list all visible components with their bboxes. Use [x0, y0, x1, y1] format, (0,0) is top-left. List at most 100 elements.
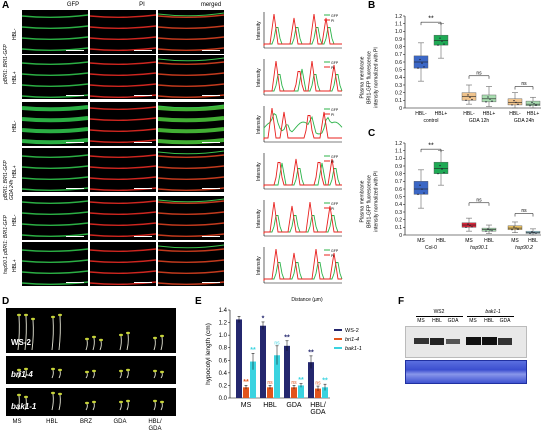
seedling-cotyledon	[160, 370, 164, 374]
scale-bar	[134, 236, 152, 237]
box-body	[507, 225, 523, 230]
seedling-photo-ws2	[6, 308, 176, 353]
seedling-cotyledon	[119, 333, 123, 337]
treatment-label-hbl-gda: HBL/ GDA	[148, 419, 162, 432]
seedling-cotyledon	[17, 368, 21, 372]
y-tick-label: 0.1	[395, 98, 402, 104]
cell-wall-line	[158, 105, 224, 112]
scale-bar	[202, 50, 220, 51]
seedling-hypocotyl	[153, 338, 156, 351]
band-5	[482, 337, 497, 345]
seedling-hypocotyl	[92, 402, 95, 411]
band-1	[414, 338, 429, 344]
x-category-label: MS	[241, 402, 252, 409]
cell-wall-line	[22, 233, 88, 237]
y-tick-label: 1.1	[395, 148, 402, 154]
box-1	[413, 169, 429, 209]
micrograph-r2-c2	[90, 55, 156, 99]
legend-gfp-label: GFP	[331, 249, 339, 253]
cell-wall-line	[158, 176, 224, 180]
scale-bar	[66, 188, 84, 189]
row-label-4: HBL+	[12, 165, 18, 178]
x-category-label: GDA	[286, 402, 302, 409]
y-tick-label: 1.4	[219, 308, 228, 314]
cell-wall-line	[90, 36, 156, 40]
micrograph-lines	[22, 61, 88, 98]
seedling-hypocotyl	[51, 317, 54, 351]
box-5	[507, 221, 523, 233]
col-header-merged: merged	[200, 2, 222, 8]
cell-wall-line	[22, 176, 88, 180]
seedling-hypocotyl	[160, 336, 163, 351]
lane-label-5: HBL	[484, 318, 494, 324]
cell-wall-line	[22, 83, 88, 87]
data-point	[421, 62, 423, 64]
data-point	[419, 58, 421, 61]
data-point	[443, 171, 445, 174]
y-axis-label: hypocotyl length (cm)	[205, 323, 212, 385]
cell-wall-line	[158, 61, 224, 65]
legend-pi-label: PI	[331, 113, 334, 117]
cell-wall-line	[158, 154, 224, 158]
cell-wall-line	[22, 270, 88, 274]
seedling-cotyledon	[58, 392, 62, 396]
y-tick-label: 1.2	[395, 141, 402, 147]
cell-wall-line-green	[158, 198, 224, 203]
legend-pi-label: PI	[331, 160, 334, 164]
group-label: GDA 24h	[514, 118, 535, 124]
legend-pi-label: PI	[331, 66, 334, 70]
cell-wall-line	[158, 248, 224, 252]
box-4	[481, 86, 497, 107]
group-label: Col-0	[425, 245, 437, 251]
significance-label: **	[284, 334, 290, 341]
panel-C-ylabel: Plasma membrane BRI1-GFP fluorescence in…	[359, 171, 380, 232]
significance-label: ns	[267, 380, 273, 386]
legend-pi-label: PI	[331, 254, 334, 258]
scale-bar	[202, 142, 220, 143]
cell-wall-line	[22, 116, 88, 123]
treatment-label-brz: BRZ	[80, 419, 92, 425]
cell-wall-line	[22, 211, 88, 215]
panel-B-boxplot: 0 0.1 0.20.3 0.4 0.50.6 0.7 0.80.9 1.0 1.11.2 HBL…	[395, 14, 541, 124]
row-label-6: HBL+	[12, 259, 18, 272]
data-point	[529, 105, 531, 107]
panel-C-boxplot: 0 0.1 0.20.3 0.4 0.50.6 0.7 0.80.9 1.0 1.11.2 MS H…	[395, 141, 541, 251]
data-point	[533, 231, 535, 234]
y-tick-label: 0.1	[395, 225, 402, 231]
bar-bak1-1-3	[322, 387, 328, 398]
seedling-hypocotyl	[92, 337, 95, 351]
legend-gfp-label: GFP	[331, 155, 339, 159]
data-point	[423, 66, 425, 68]
cell-wall-line-green	[158, 244, 224, 249]
micrograph-r4-c1	[22, 148, 88, 192]
significance-label: ns	[476, 197, 482, 203]
significance-label: **	[428, 143, 434, 150]
box-body	[413, 181, 429, 195]
data-point	[531, 231, 533, 233]
y-tick-label: 0.0	[219, 396, 228, 402]
bar-bak1-1-1	[274, 355, 280, 398]
seedling-cotyledon	[24, 395, 28, 399]
cell-wall-line	[90, 222, 156, 226]
bar-bak1-1-2	[298, 385, 304, 398]
cell-wall-line	[90, 233, 156, 237]
y-tick-label: 1.2	[219, 321, 228, 327]
box-6	[525, 96, 541, 109]
seedling-hypocotyl	[126, 333, 129, 351]
seedling-cotyledon	[51, 391, 55, 395]
micrograph-lines	[22, 105, 88, 145]
micrograph-r1-c2	[90, 10, 156, 54]
scale-bar	[134, 282, 152, 283]
seedling-hypocotyl	[153, 401, 156, 411]
scale-bar	[134, 50, 152, 51]
seedling-hypocotyl	[85, 339, 88, 351]
seedling-cotyledon	[92, 369, 96, 373]
micrograph-lines	[90, 200, 156, 237]
y-tick-label: 0.2	[219, 383, 228, 389]
group-label: control	[423, 118, 438, 124]
cell-wall-line	[158, 47, 224, 51]
seedling-hypocotyl	[119, 335, 122, 351]
gfp-profile-line	[263, 215, 342, 234]
cell-wall-line	[22, 72, 88, 76]
